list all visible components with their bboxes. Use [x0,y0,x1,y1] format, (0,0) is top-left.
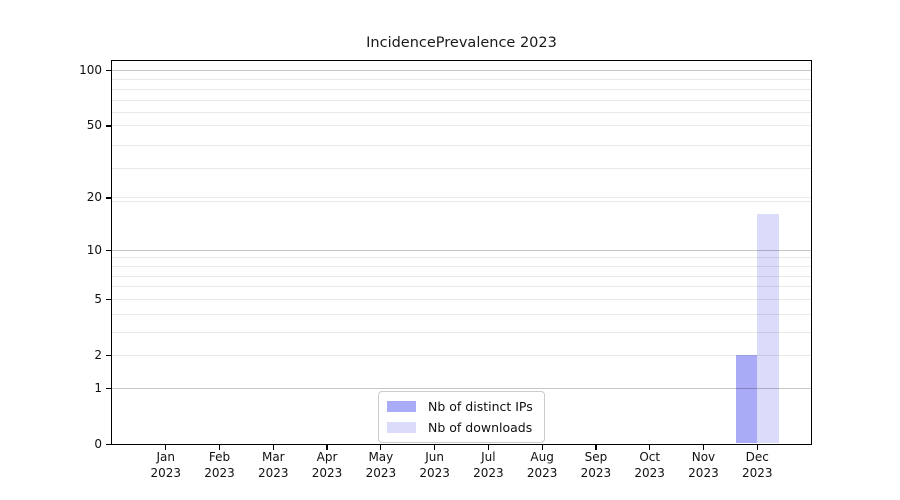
chart-title: IncidencePrevalence 2023 [366,35,557,51]
x-tick-year: 2023 [688,465,719,480]
x-tick-year: 2023 [204,465,235,480]
x-tick-month: Jul [481,450,496,464]
x-tick-year: 2023 [634,465,665,480]
gridline [112,313,811,315]
x-tick-mark [434,444,436,450]
x-tick-year: 2023 [311,465,343,480]
gridline [112,201,811,203]
x-tick-mark [380,444,382,450]
x-tick-year: 2023 [580,465,612,480]
x-tick-month: Feb [208,450,231,464]
x-tick-month: May [368,450,394,464]
gridline [112,354,811,356]
y-tick-mark [106,298,112,301]
gridline [112,70,811,72]
y-tick-mark [106,444,112,446]
gridline [112,298,811,300]
legend-item: Nb of distinct IPs [387,399,533,414]
x-tick-month: Jan [156,450,176,464]
x-tick-month: Oct [639,450,661,464]
x-tick-mark [487,444,489,450]
x-tick-year: 2023 [258,465,289,480]
x-tick-year: 2023 [150,465,182,480]
gridline [112,265,811,267]
x-tick-year: 2023 [473,465,504,480]
x-tick-month: Aug [530,450,554,464]
gridline [112,197,811,199]
gridline [112,99,811,101]
y-tick-label: 1 [94,380,102,395]
gridline [112,112,811,114]
y-tick-label: 20 [86,190,102,205]
x-tick-mark [272,444,274,450]
x-tick-year: 2023 [741,465,773,480]
x-tick-mark [326,444,328,450]
x-tick-month: Nov [691,450,716,464]
y-tick-label: 10 [86,242,102,257]
x-tick-mark [165,444,167,450]
x-tick-label: Feb 2023 [180,450,260,481]
y-tick-mark [106,70,112,72]
x-tick-year: 2023 [365,465,397,480]
bar-nb-of-distinct-ips-11 [735,354,758,443]
y-tick-mark [106,125,112,127]
gridline [112,257,811,259]
gridline [112,168,811,170]
x-tick-mark [218,444,221,450]
x-tick-month: Jun [425,450,444,464]
x-tick-label: Jan 2023 [126,450,206,481]
x-tick-mark [702,444,705,450]
x-tick-month: Mar [261,450,285,464]
x-tick-month: Sep [584,450,608,464]
x-tick-year: 2023 [526,465,558,480]
y-tick-mark [106,387,112,390]
y-tick-label: 2 [94,347,102,362]
x-tick-label: Jul 2023 [448,450,528,481]
x-tick-label: Apr 2023 [287,450,367,481]
y-tick-label: 50 [86,118,102,133]
gridline [112,145,811,147]
x-tick-mark [649,444,651,450]
x-tick-label: Jun 2023 [395,450,475,481]
gridline [112,88,811,90]
x-tick-label: May 2023 [341,450,421,481]
bar-nb-of-downloads-11 [757,214,779,443]
gridline [112,125,811,127]
x-tick-mark [595,444,597,450]
legend-swatch-icon [387,401,416,412]
gridline [112,286,811,288]
x-tick-mark [756,444,758,450]
legend-label: Nb of distinct IPs [428,399,533,414]
legend: Nb of distinct IPs Nb of downloads [378,391,545,443]
x-tick-month: Dec [745,450,769,464]
legend-swatch-icon [387,422,416,433]
x-tick-label: Sep 2023 [556,450,636,481]
y-tick-label: 100 [79,63,102,78]
y-tick-label: 0 [94,437,102,451]
gridline [112,387,811,389]
x-tick-mark [541,444,543,450]
gridline [112,275,811,277]
x-tick-label: Nov 2023 [663,450,743,481]
gridline [112,79,811,81]
y-tick-label: 5 [94,291,102,306]
y-tick-mark [106,249,112,251]
gridline [112,331,811,333]
x-tick-label: Mar 2023 [233,450,313,481]
y-tick-mark [106,197,112,199]
x-tick-month: Apr [316,450,338,464]
y-tick-mark [106,354,112,357]
x-tick-label: Aug 2023 [502,450,582,481]
x-tick-label: Dec 2023 [717,450,797,481]
x-tick-year: 2023 [419,465,450,480]
legend-label: Nb of downloads [428,420,533,435]
legend-item: Nb of downloads [387,420,533,435]
x-tick-label: Oct 2023 [610,450,690,481]
gridline [112,249,811,251]
